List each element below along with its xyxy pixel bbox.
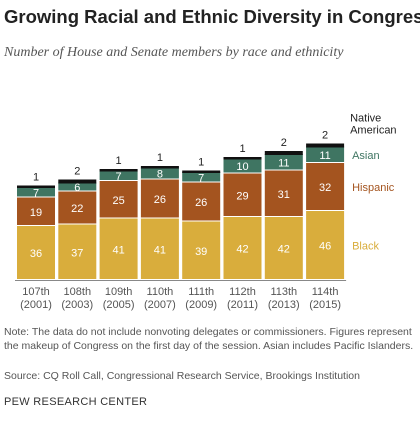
bar-segment-native-american <box>140 166 179 169</box>
x-tick-label: 110th <box>147 286 174 298</box>
data-label-native-american: 2 <box>281 137 287 149</box>
data-label-native-american: 1 <box>239 143 245 155</box>
bar-segment-hispanic <box>140 179 179 218</box>
data-label-asian: 7 <box>33 187 39 199</box>
brand-logo-text: PEW RESEARCH CENTER <box>4 396 148 408</box>
x-tick-label-year: (2015) <box>309 299 341 311</box>
data-label-native-american: 2 <box>74 166 80 178</box>
bar-segment-hispanic <box>182 182 221 221</box>
x-tick-label: 107th <box>22 286 50 298</box>
data-label-black: 46 <box>319 241 331 253</box>
legend-label-native-american: Native <box>350 113 381 125</box>
data-label-asian: 6 <box>74 182 80 194</box>
data-label-black: 42 <box>278 244 290 256</box>
data-label-hispanic: 26 <box>154 194 166 206</box>
bar-segment-hispanic <box>58 191 97 224</box>
x-tick-label-year: (2001) <box>20 299 52 311</box>
bar-segment-black <box>306 211 345 279</box>
x-tick-label: 109th <box>105 286 133 298</box>
bar-segment-native-american <box>223 157 262 160</box>
bar-segment-native-american <box>58 179 97 184</box>
bar-segment-native-american <box>264 151 303 155</box>
bar-segment-asian <box>58 182 97 191</box>
x-tick-label-year: (2003) <box>61 299 93 311</box>
bar-segment-asian <box>306 146 345 162</box>
data-label-black: 41 <box>154 244 166 256</box>
bar-segment-asian <box>182 172 221 182</box>
bar-segment-hispanic <box>264 170 303 216</box>
bar-segment-asian <box>140 167 179 179</box>
bar-segment-native-american <box>182 170 221 173</box>
data-label-black: 37 <box>71 247 83 259</box>
legend-label-hispanic: Hispanic <box>352 182 395 194</box>
x-tick-label-year: (2013) <box>268 299 300 311</box>
x-tick-label: 112th <box>229 286 256 298</box>
data-label-native-american: 1 <box>198 157 204 169</box>
bar-segment-black <box>223 217 262 279</box>
data-label-black: 36 <box>30 248 42 260</box>
stacked-bar-chart: 361971107th(2001)372262108th(2003)412571… <box>15 113 397 311</box>
bar-segment-asian <box>264 154 303 170</box>
x-tick-label: 114th <box>312 286 339 298</box>
data-label-hispanic: 26 <box>195 197 207 209</box>
data-label-asian: 7 <box>198 172 204 184</box>
bar-segment-black <box>99 218 138 279</box>
bar-segment-black <box>264 217 303 279</box>
bar-segment-asian <box>99 170 138 180</box>
x-tick-label-year: (2009) <box>185 299 217 311</box>
data-label-native-american: 2 <box>322 130 328 142</box>
bar-segment-asian <box>223 158 262 173</box>
x-tick-label-year: (2007) <box>144 299 176 311</box>
data-label-black: 39 <box>195 246 207 258</box>
data-label-hispanic: 22 <box>71 203 83 215</box>
data-label-black: 41 <box>112 244 124 256</box>
bar-segment-hispanic <box>223 173 262 216</box>
x-tick-label: 111th <box>188 286 214 298</box>
chart-note: Note: The data do not include nonvoting … <box>4 326 414 352</box>
bar-segment-native-american <box>17 185 55 188</box>
data-label-asian: 8 <box>157 169 163 181</box>
data-label-asian: 11 <box>319 150 330 162</box>
data-label-native-american: 1 <box>116 155 122 167</box>
legend-label-native-american: American <box>350 125 396 137</box>
bar-segment-hispanic <box>99 181 138 218</box>
x-tick-label-year: (2005) <box>103 299 135 311</box>
bar-segment-black <box>58 224 97 279</box>
bar-segment-hispanic <box>306 163 345 210</box>
bar-segment-black <box>182 221 221 279</box>
chart-source: Source: CQ Roll Call, Congressional Rese… <box>4 370 360 382</box>
data-label-native-american: 1 <box>33 172 39 184</box>
chart-subtitle: Number of House and Senate members by ra… <box>4 45 344 60</box>
bar-segment-black <box>17 226 55 279</box>
data-label-native-american: 1 <box>157 152 163 164</box>
chart-title: Growing Racial and Ethnic Diversity in C… <box>4 6 420 27</box>
bar-segment-hispanic <box>17 197 55 225</box>
data-label-hispanic: 25 <box>112 195 124 207</box>
x-tick-label: 108th <box>64 286 92 298</box>
data-label-asian: 10 <box>236 161 248 173</box>
x-tick-label-year: (2011) <box>227 299 258 311</box>
data-label-hispanic: 19 <box>30 207 42 219</box>
bar-segment-asian <box>17 187 55 197</box>
data-label-hispanic: 29 <box>236 190 248 202</box>
data-label-asian: 11 <box>278 157 289 169</box>
data-label-hispanic: 31 <box>278 189 290 201</box>
x-tick-label: 113th <box>270 286 297 298</box>
bar-segment-native-american <box>306 143 345 148</box>
data-label-asian: 7 <box>116 171 122 183</box>
bar-segment-black <box>140 218 179 279</box>
data-label-hispanic: 32 <box>319 182 331 194</box>
data-label-black: 42 <box>236 244 248 256</box>
legend-label-black: Black <box>352 241 379 253</box>
bar-segment-native-american <box>99 169 138 172</box>
legend-label-asian: Asian <box>352 150 380 162</box>
